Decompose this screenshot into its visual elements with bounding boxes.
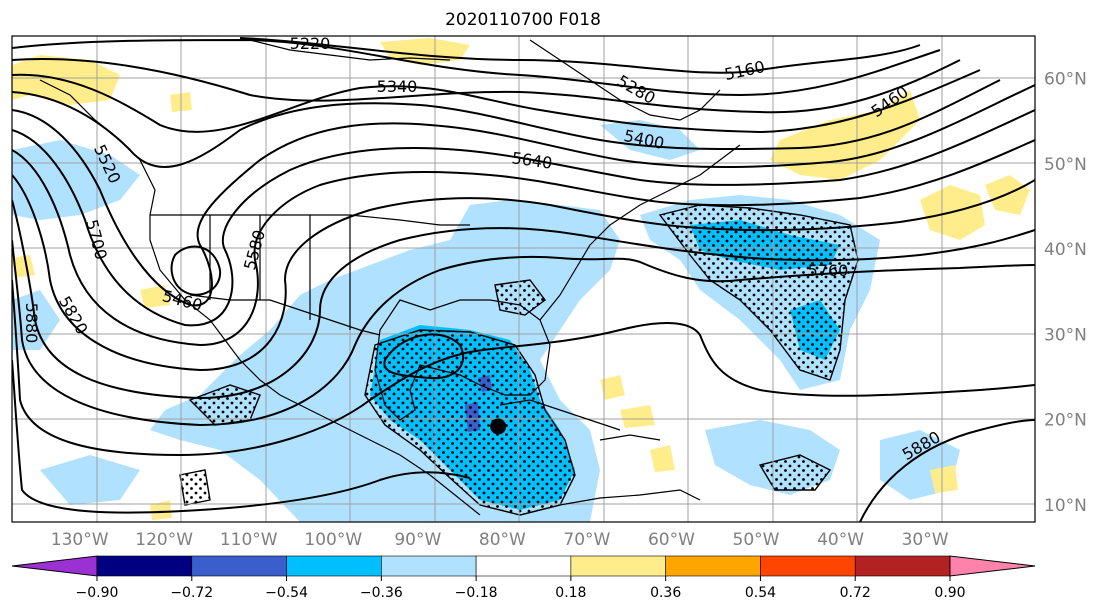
longitude-label: 80°W [479, 530, 526, 550]
colorbar-bin [191, 555, 287, 577]
contour-5460 [12, 84, 1035, 307]
colorbar-bin [381, 555, 477, 577]
storm-center-marker [490, 418, 507, 435]
colorbar-tick-label: 0.90 [934, 585, 965, 601]
shade-trop-2 [620, 405, 655, 428]
shade-north-atlantic [600, 120, 700, 160]
shade-calif [140, 285, 170, 308]
yellow-shading [12, 38, 1030, 520]
longitude-label: 30°W [902, 530, 949, 550]
colorbar [11, 555, 1036, 577]
height-contours [12, 37, 1035, 522]
contour-low-center [170, 245, 222, 296]
colorbar-tick-labels: −0.90 −0.72 −0.54 −0.36 −0.18 0.18 0.36 0.54 0.7… [76, 576, 966, 601]
contour-5280 [12, 58, 961, 114]
coast-south-america [519, 489, 701, 516]
shade-west-pac [12, 255, 35, 278]
contour-5340 [12, 69, 981, 134]
colorbar-tick-label: −0.90 [76, 585, 119, 601]
latitude-label: 10°N [1044, 496, 1087, 516]
latitude-label: 30°N [1044, 325, 1087, 345]
map-panel: 5220 5340 5280 5160 5460 5400 5640 5520 … [12, 34, 1035, 522]
coast-canada-arctic [249, 39, 451, 61]
shade-pacific [40, 455, 140, 505]
coast-cuba [499, 399, 621, 431]
contour-5880 [12, 359, 1035, 522]
colorbar-bin [854, 555, 951, 577]
latitude-label: 20°N [1044, 411, 1087, 431]
contour-5580 [12, 139, 1035, 347]
shade-trop-1 [600, 375, 625, 400]
longitude-labels: 130°W 120°W 110°W 100°W 90°W 80°W 70°W 60°W 50°W… [51, 530, 949, 550]
shade-pac-small [150, 500, 172, 520]
colorbar-tick-label: 0.36 [650, 585, 681, 601]
border-us-canada [150, 214, 470, 226]
colorbar-tick-label: 0.54 [745, 585, 776, 601]
contour-gulf-loop [383, 333, 465, 380]
colorbar-bin [475, 555, 572, 577]
map-frame [11, 35, 1036, 523]
latitude-labels: 60°N 50°N 40°N 30°N 20°N 10°N [1044, 70, 1087, 516]
contour-5760 [12, 239, 1035, 427]
contour-label: 5760 [808, 261, 849, 280]
border-states-1 [209, 215, 351, 330]
longitude-label: 120°W [135, 530, 193, 550]
shade-greenland [770, 90, 920, 180]
longitude-label: 50°W [733, 530, 780, 550]
colorbar-bin [760, 555, 856, 577]
graticule [12, 36, 1035, 522]
contour-5400 [12, 79, 1001, 169]
map-title: 2020110700 F018 [445, 10, 601, 30]
colorbar-tick-label: −0.54 [265, 585, 308, 601]
colorbar-bin [570, 555, 666, 577]
shade-trop-3 [650, 445, 675, 472]
shade-trop-4 [930, 465, 958, 493]
longitude-label: 130°W [51, 530, 109, 550]
contour-label: 5340 [377, 77, 418, 96]
colorbar-bin [286, 555, 382, 577]
colorbar-extend-high [949, 555, 1036, 577]
stipple-gulfcoast [494, 279, 546, 316]
stipple-pacific-small [179, 469, 211, 506]
contour-5640 [12, 174, 1035, 372]
longitude-label: 60°W [648, 530, 695, 550]
stipple-mexico-west [188, 384, 261, 426]
colorbar-tick-label: −0.72 [170, 585, 213, 601]
coast-gulf [374, 299, 551, 421]
latitude-label: 50°N [1044, 155, 1087, 175]
stipple-atlantic [658, 204, 859, 381]
longitude-label: 100°W [304, 530, 362, 550]
shade-pacific-nw [12, 140, 140, 220]
contour-5700 [12, 199, 1035, 400]
colorbar-extend-low [11, 555, 98, 577]
contour-5520 [12, 109, 1035, 327]
colorbar-tick-label: −0.36 [360, 585, 403, 601]
colorbar-tick-label: 0.18 [555, 585, 586, 601]
longitude-label: 70°W [563, 530, 610, 550]
colorbar-tick-label: 0.72 [840, 585, 871, 601]
latitude-label: 40°N [1044, 240, 1087, 260]
longitude-label: 40°W [817, 530, 864, 550]
contour-label: 5220 [290, 34, 331, 53]
colorbar-bin [665, 555, 761, 577]
longitude-label: 110°W [220, 530, 278, 550]
coast-greenland [529, 39, 721, 121]
contour-label: 5880 [22, 303, 41, 344]
contour-5820 [12, 279, 1035, 457]
colorbar-tick-label: −0.18 [455, 585, 498, 601]
coast-hispaniola [599, 434, 661, 441]
contour-5160 [239, 37, 921, 74]
latitude-label: 60°N [1044, 70, 1087, 90]
longitude-label: 90°W [394, 530, 441, 550]
contour-5220 [12, 38, 941, 97]
colorbar-bin [96, 555, 193, 577]
